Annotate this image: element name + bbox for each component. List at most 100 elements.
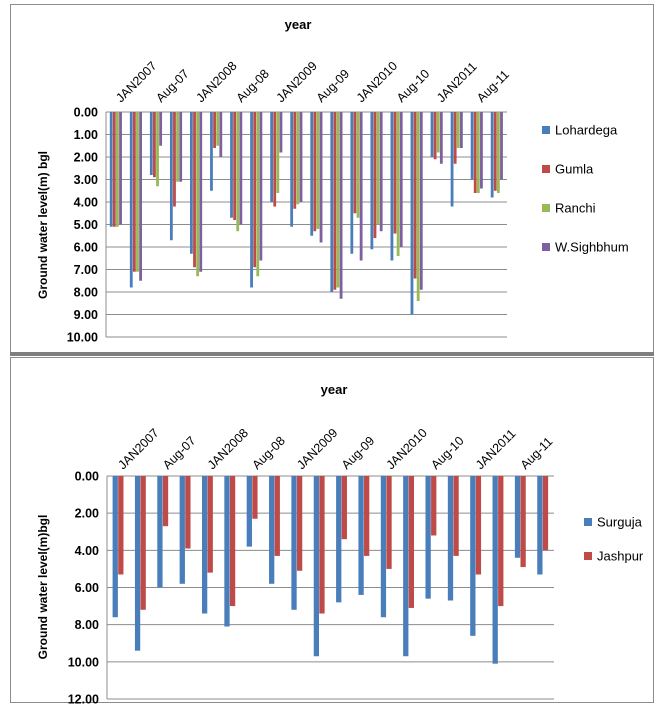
y-tick-label: 0.00 [75, 470, 99, 484]
legend-swatch [542, 204, 550, 212]
bar-gumla [253, 112, 257, 268]
category-label: JAN2008 [193, 59, 239, 105]
bar-lohardega [109, 112, 113, 227]
bar-w-sighbhum [159, 112, 163, 146]
bar-surguja [201, 476, 208, 614]
category-label: Aug-08 [249, 434, 287, 472]
bar-lohardega [129, 112, 133, 288]
bar-lohardega [450, 112, 454, 207]
bar-surguja [224, 476, 230, 627]
bar-w-sighbhum [199, 112, 203, 272]
bar-w-sighbhum [239, 112, 243, 225]
y-axis-label: Ground water level(m) bgl [36, 151, 50, 299]
y-tick-label: 8.00 [74, 286, 98, 300]
bar-ranchi [476, 112, 480, 193]
bar-w-sighbhum [399, 112, 403, 247]
y-tick-label: 4.00 [74, 196, 98, 210]
legend-swatch [584, 518, 592, 526]
bar-jashpur [296, 476, 303, 571]
bar-w-sighbhum [459, 112, 463, 148]
legend-label: Jashpur [597, 549, 644, 564]
bar-lohardega [169, 112, 173, 241]
bar-ranchi [336, 112, 340, 288]
bar-jashpur [229, 476, 236, 607]
groundwater-chart-1: year 0.00 1.00 2.00 3.00 4.00 5.00 6.00 7.00 8.00… [36, 17, 629, 345]
category-label: JAN2011 [434, 59, 480, 105]
bar-gumla [433, 112, 437, 160]
bar-jashpur [207, 476, 213, 573]
bar-ranchi [396, 112, 400, 256]
y-tick-label: 5.00 [74, 218, 98, 232]
legend-swatch [542, 126, 550, 134]
bar-gumla [153, 112, 156, 178]
category-label: JAN2009 [294, 426, 340, 472]
y-tick-label: 3.00 [74, 173, 98, 187]
bar-ranchi [136, 112, 139, 272]
bar-surguja [537, 476, 543, 575]
bar-ranchi [196, 112, 200, 277]
category-label: Aug-07 [160, 434, 198, 472]
category-label: JAN2010 [354, 59, 400, 105]
bar-gumla [473, 112, 477, 193]
bar-w-sighbhum [359, 112, 363, 261]
y-tick-label: 10.00 [67, 331, 98, 345]
chart-title: year [321, 382, 348, 397]
chart-title: year [285, 17, 312, 32]
y-tick-label: 12.00 [68, 693, 99, 705]
category-label: JAN2007 [113, 59, 159, 105]
bar-surguja [470, 476, 476, 636]
bar-lohardega [230, 112, 233, 218]
category-label: Aug-10 [394, 67, 432, 105]
bar-ranchi [316, 112, 320, 229]
category-label: JAN2007 [115, 426, 161, 472]
bar-lohardega [250, 112, 253, 288]
bar-lohardega [270, 112, 274, 202]
bar-ranchi [116, 112, 119, 227]
bar-surguja [134, 476, 141, 651]
category-label: Aug-11 [518, 434, 556, 472]
y-tick-label: 4.00 [75, 544, 99, 558]
bar-surguja [291, 476, 297, 610]
bar-jashpur [498, 476, 504, 607]
bar-jashpur [542, 476, 549, 551]
bar-gumla [112, 112, 116, 227]
bar-jashpur [386, 476, 392, 569]
bar-w-sighbhum [279, 112, 283, 153]
y-tick-label: 7.00 [74, 263, 98, 277]
bar-lohardega [310, 112, 314, 236]
category-label: Aug-08 [234, 67, 272, 105]
bar-lohardega [410, 112, 414, 315]
bar-surguja [358, 476, 364, 595]
bar-ranchi [416, 112, 420, 301]
bar-jashpur [185, 476, 191, 549]
bar-lohardega [210, 112, 213, 191]
bar-w-sighbhum [219, 112, 223, 157]
bar-gumla [393, 112, 397, 234]
legend-label: Gumla [555, 162, 594, 177]
y-tick-label: 6.00 [74, 241, 98, 255]
category-label: JAN2010 [384, 426, 430, 472]
bar-surguja [269, 476, 275, 584]
category-label: Aug-09 [339, 434, 377, 472]
bar-lohardega [290, 112, 294, 227]
bar-lohardega [350, 112, 354, 254]
bar-ranchi [156, 112, 159, 187]
bar-w-sighbhum [379, 112, 383, 232]
y-tick-label: 2.00 [75, 507, 99, 521]
chart-panel-2: year 0.00 2.00 4.00 6.00 8.00 10.00 12.00 Ground… [10, 357, 654, 705]
bar-jashpur [118, 476, 124, 575]
bar-w-sighbhum [119, 112, 122, 225]
y-tick-label: 10.00 [68, 655, 99, 669]
bar-gumla [132, 112, 136, 272]
bar-jashpur [408, 476, 415, 608]
category-label: JAN2011 [473, 426, 519, 472]
legend-label: W.Sighbhum [555, 240, 629, 255]
category-label: JAN2008 [205, 426, 251, 472]
bar-ranchi [356, 112, 360, 218]
legend-swatch [584, 552, 592, 560]
bar-ranchi [496, 112, 500, 193]
bar-surguja [403, 476, 409, 657]
bar-w-sighbhum [339, 112, 343, 299]
bar-surguja [380, 476, 387, 618]
bar-ranchi [236, 112, 240, 232]
